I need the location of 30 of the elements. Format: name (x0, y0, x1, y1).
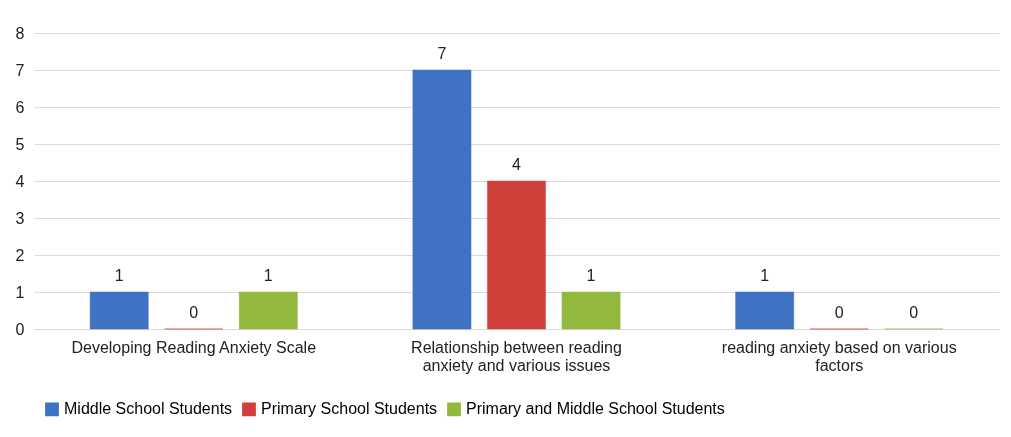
y-tick-label: 1 (15, 283, 25, 301)
legend-label: Primary School Students (261, 400, 438, 418)
data-label: 1 (263, 267, 273, 284)
y-tick-label: 8 (15, 24, 25, 42)
y-tick-label: 3 (15, 209, 25, 227)
bar (238, 291, 298, 330)
data-label: 1 (586, 267, 596, 284)
y-tick-label: 2 (15, 246, 25, 264)
bar (89, 291, 149, 330)
legend-label: Middle School Students (64, 400, 233, 418)
data-label: 7 (437, 45, 447, 62)
bar (412, 69, 472, 330)
y-tick-label: 0 (15, 320, 25, 338)
x-tick-label: reading anxiety based on various factors (721, 338, 957, 374)
x-tick-label: Developing Reading Anxiety Scale (71, 338, 317, 356)
data-label: 0 (834, 304, 844, 321)
data-label: 1 (760, 267, 770, 284)
bar (487, 180, 546, 330)
bar (735, 291, 795, 330)
data-label: 0 (189, 304, 199, 321)
data-label: 4 (512, 156, 522, 173)
bar (561, 291, 621, 330)
data-label: 1 (114, 267, 124, 284)
legend-label: Primary and Middle School Students (466, 400, 725, 418)
y-tick-label: 4 (15, 172, 25, 190)
data-label: 0 (909, 304, 919, 321)
x-tick-label: Relationship between reading anxiety and various issues (411, 338, 622, 374)
y-tick-label: 6 (15, 98, 25, 116)
y-tick-label: 7 (15, 61, 25, 79)
y-tick-label: 5 (15, 135, 25, 153)
